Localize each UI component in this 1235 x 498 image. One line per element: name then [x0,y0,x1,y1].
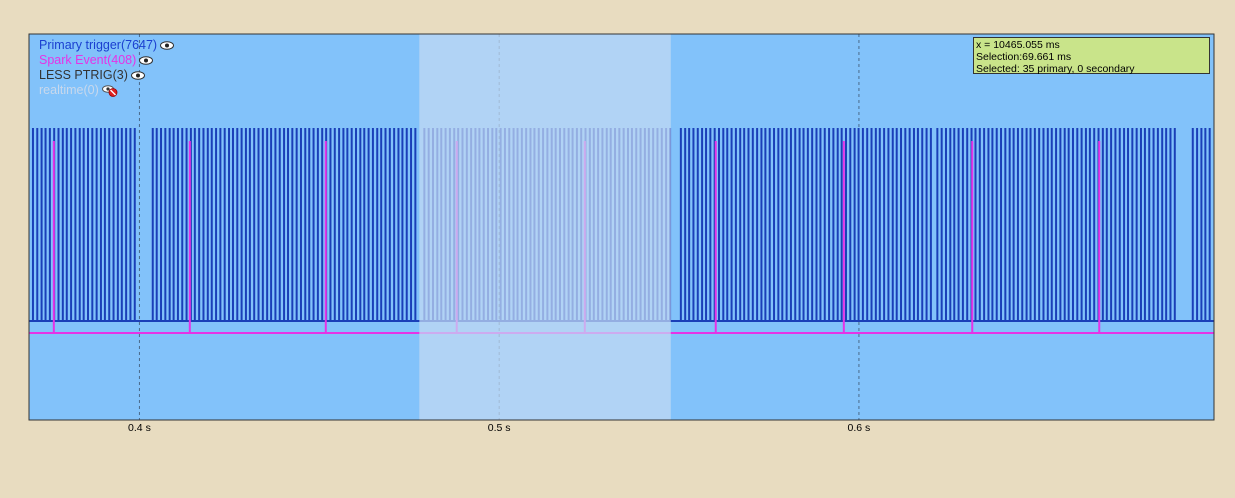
eye-icon[interactable] [130,71,145,80]
legend-label-spark-event: Spark Event(408) [39,53,137,67]
readout-selected: Selected: 35 primary, 0 secondary [976,63,1135,75]
legend-item-less-ptrig[interactable]: LESS PTRIG(3) [39,68,174,83]
legend-label-less-ptrig: LESS PTRIG(3) [39,68,128,82]
legend-label-primary-trigger: Primary trigger(7647) [39,38,158,52]
hidden-eye-icon[interactable] [101,84,118,97]
readout-x: x = 10465.055 ms [976,39,1060,51]
cursor-readout: x = 10465.055 ms Selection:69.661 ms Sel… [973,37,1210,75]
legend: Primary trigger(7647) Spark Event(408) L… [39,38,175,98]
x-tick-label: 0.6 s [847,422,871,434]
eye-icon[interactable] [160,41,175,50]
readout-selection: Selection:69.661 ms [976,51,1072,63]
selection-region[interactable] [419,34,671,420]
legend-label-realtime: realtime(0) [39,83,99,97]
x-tick-label: 0.5 s [487,422,511,434]
legend-item-realtime[interactable]: realtime(0) [39,83,174,98]
legend-item-spark-event[interactable]: Spark Event(408) [39,53,174,68]
x-tick-label: 0.4 s [128,422,151,434]
eye-icon[interactable] [139,56,154,65]
legend-item-primary-trigger[interactable]: Primary trigger(7647) [39,38,175,53]
plot-frame [28,33,1215,421]
